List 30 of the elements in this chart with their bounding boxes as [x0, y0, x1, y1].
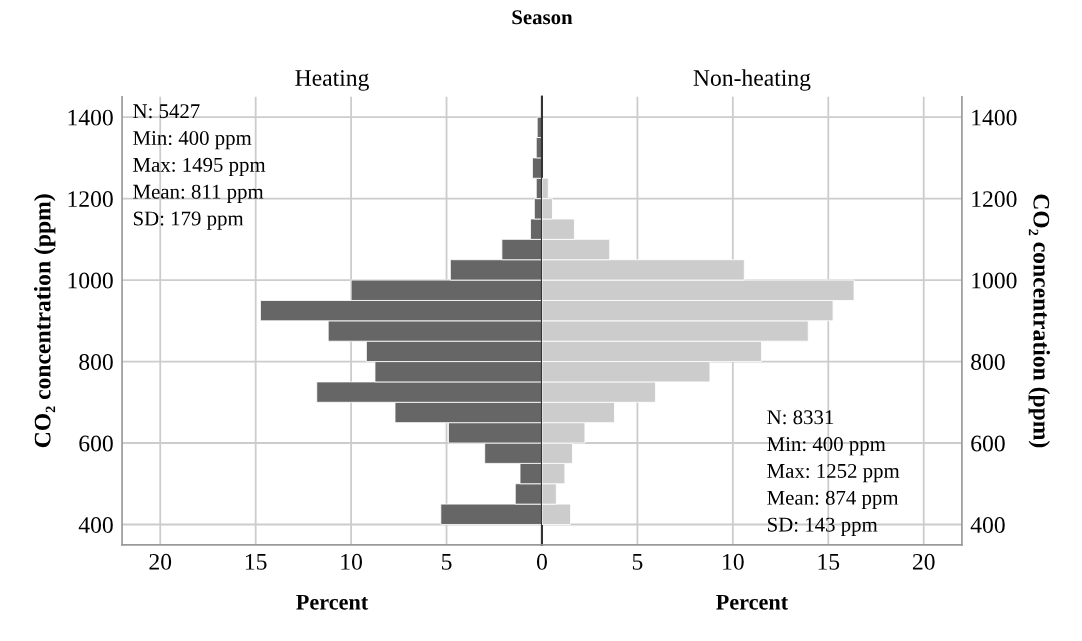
x-axis-title: Percent	[296, 594, 369, 610]
y-axis-title: CO₂ concentration (ppm)	[33, 194, 56, 448]
y-tick-label: 600	[79, 435, 113, 452]
x-tick-label: 5	[632, 554, 643, 570]
x-tick-label: 15	[245, 553, 267, 570]
x-tick-label: 10	[341, 553, 362, 570]
y-tick-label: 400	[970, 516, 1005, 533]
x-tick-label: 20	[912, 553, 935, 570]
text: Season	[512, 10, 573, 25]
chart-title: Non-heating	[693, 69, 811, 91]
y-tick-label: 800	[971, 354, 1005, 370]
y-tick-label: 1000	[972, 272, 1017, 289]
y-axis-title: CO₂ concentration (ppm)	[1028, 194, 1050, 448]
annotation: N: 5427 Min: 400 ppm Max: 1495 ppm Mean: 811 ppm SD: 179 ppm	[133, 104, 266, 230]
y-tick-label: 600	[971, 435, 1005, 452]
x-tick-label: 5	[442, 554, 452, 570]
chart-title: Heating	[295, 70, 369, 91]
x-tick-label: 0	[536, 553, 547, 570]
y-tick-label: 1400	[972, 109, 1017, 126]
annotation: N: 8331 Min: 400 ppm Max: 1252 ppm Mean: 874 ppm SD: 143 ppm	[767, 410, 900, 536]
y-tick-label: 1400	[68, 109, 113, 126]
x-tick-label: 20	[149, 553, 172, 570]
y-tick-label: 1200	[972, 191, 1017, 208]
y-tick-label: 800	[79, 354, 113, 370]
x-tick-label: 10	[723, 553, 744, 570]
y-tick-label: 1200	[68, 191, 113, 208]
y-tick-label: 1000	[68, 272, 113, 289]
x-tick-label: 15	[818, 553, 840, 570]
x-axis-title: Percent	[716, 594, 789, 610]
y-tick-label: 400	[78, 516, 113, 533]
